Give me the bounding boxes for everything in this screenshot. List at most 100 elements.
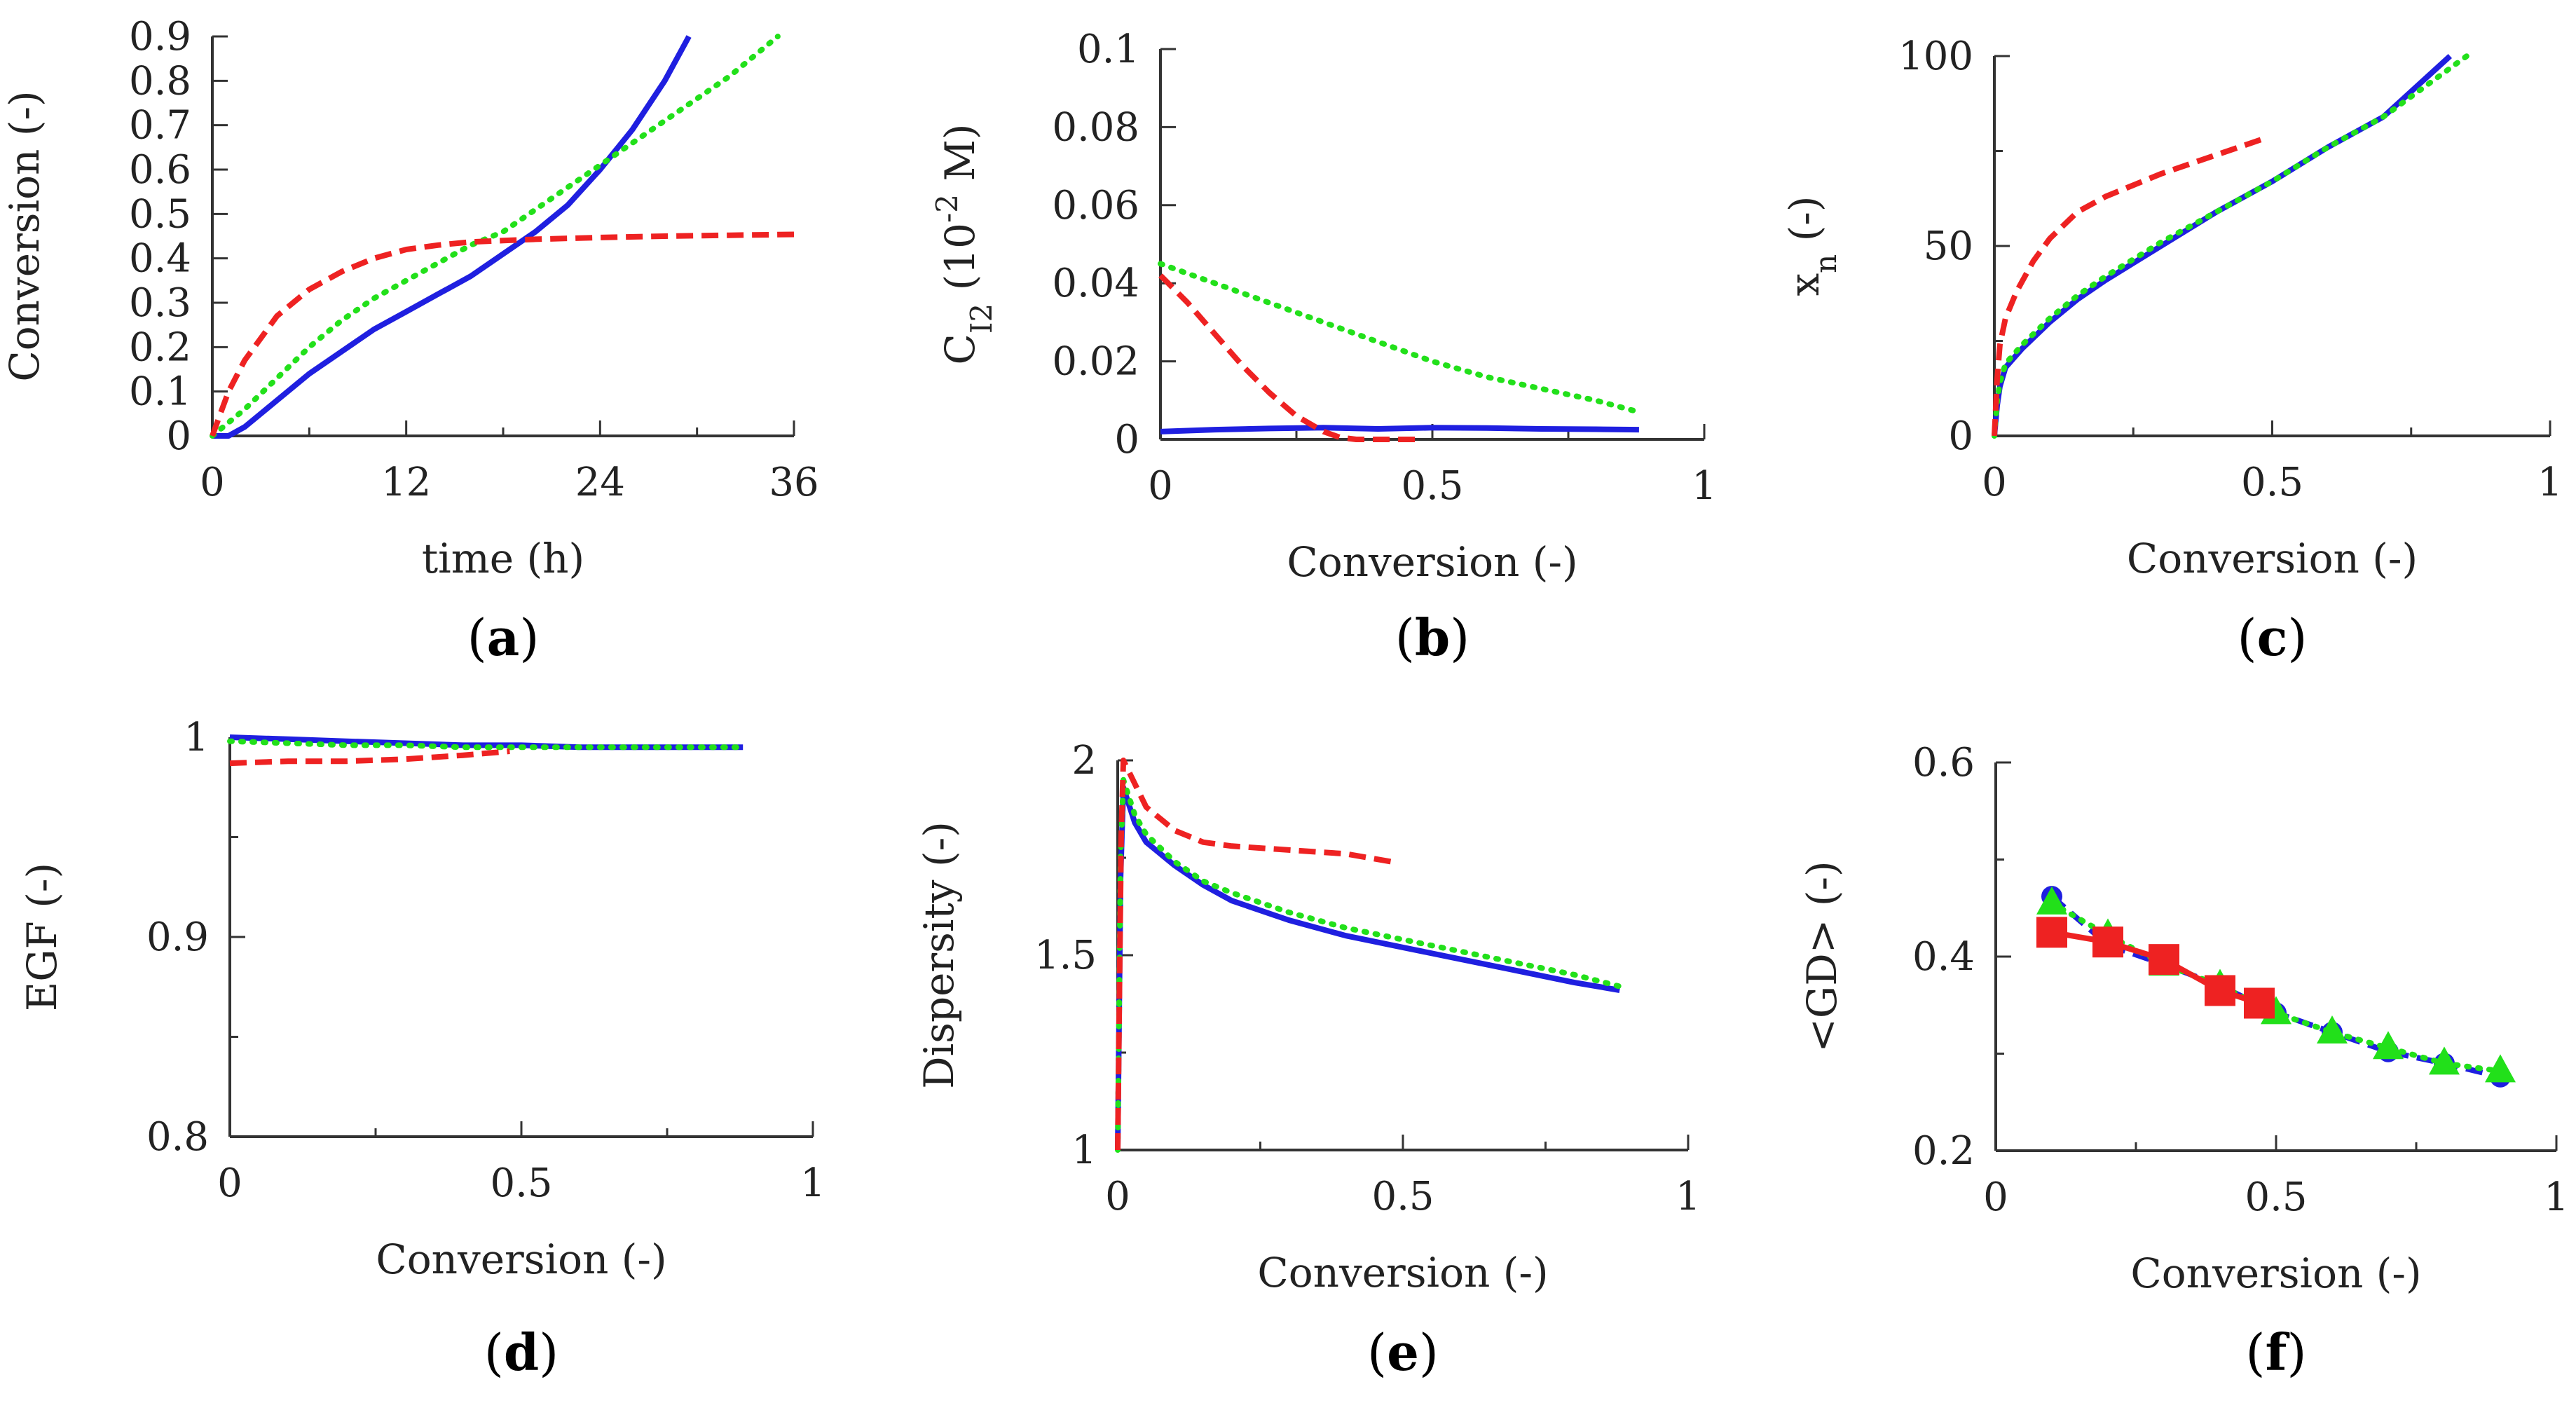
x-tick-label: 0.5 <box>1401 463 1463 509</box>
data-point-triangle <box>2429 1046 2460 1075</box>
y-tick-label: 0.9 <box>129 14 191 60</box>
panel-label-letter: b <box>1415 608 1450 667</box>
y-tick-label: 0.4 <box>1912 934 1975 980</box>
x-tick-label: 1 <box>1692 463 1717 509</box>
data-point-square <box>2092 926 2123 958</box>
series-green-line <box>210 34 781 439</box>
x-axis-label: Conversion (-) <box>2130 1250 2421 1297</box>
series-red-line <box>210 231 795 437</box>
series-blue-line <box>1115 784 1620 1151</box>
panel-label-letter: d <box>504 1322 539 1382</box>
panel-label-open: ( <box>1367 1323 1387 1382</box>
x-tick-label: 1 <box>800 1161 825 1206</box>
y-axis-label-end: M) <box>936 124 984 194</box>
series-blue-line <box>1160 425 1639 434</box>
x-tick-label: 0.5 <box>2241 460 2303 505</box>
y-tick-label: 0 <box>1948 413 1973 459</box>
panel-label: (a) <box>467 608 540 667</box>
y-axis-label: Conversion (-) <box>1 90 48 381</box>
series-green-line <box>227 738 746 751</box>
series-red-line <box>1992 137 2262 437</box>
y-tick-label: 100 <box>1898 34 1973 79</box>
y-axis-label-mid: (10 <box>936 223 984 303</box>
data-point-square <box>2036 917 2067 948</box>
x-axis-label: Conversion (-) <box>376 1236 666 1283</box>
x-tick-label: 0 <box>1148 463 1173 509</box>
y-tick-label: 1 <box>1071 1128 1097 1173</box>
data-point-triangle <box>2317 1015 2348 1044</box>
series-green-line <box>1992 53 2470 439</box>
y-tick-label: 0.2 <box>129 324 191 370</box>
y-tick-label: 0.4 <box>129 236 191 282</box>
x-tick-label: 0 <box>217 1161 242 1206</box>
y-tick-label: 0.1 <box>1077 27 1139 72</box>
panel-label-close: ) <box>2287 1323 2306 1382</box>
y-tick-label: 0.1 <box>129 369 191 415</box>
y-tick-label: 0.6 <box>1912 740 1975 786</box>
y-axis-label: xn (-) <box>1781 196 1843 296</box>
panel-label-close: ) <box>519 608 539 667</box>
data-point-triangle <box>2485 1054 2516 1083</box>
x-tick-label: 0 <box>1105 1174 1130 1219</box>
y-axis-label-superscript: -2 <box>930 194 964 223</box>
x-tick-label: 12 <box>381 460 431 505</box>
series-red-line <box>1115 758 1392 1151</box>
panel-f: 0 0.5 1 0.2 0.4 0.6 Conversion (-) <GD> (-) (f) <box>1798 740 2569 1382</box>
data-point-triangle <box>2373 1031 2404 1060</box>
panel-label-open: ( <box>2237 608 2256 667</box>
series-blue-line <box>2050 894 2501 1080</box>
y-tick-label: 1 <box>184 715 209 760</box>
x-tick-label: 1 <box>1676 1174 1701 1219</box>
panel-label-letter: c <box>2257 608 2288 667</box>
y-axis-label-subscript: n <box>1809 254 1843 273</box>
panel-label-open: ( <box>2245 1323 2265 1382</box>
y-axis-label: CI2 (10-2 M) <box>930 124 999 365</box>
y-tick-label: 0.6 <box>129 147 191 193</box>
y-tick-label: 0.06 <box>1052 183 1139 228</box>
panel-a: 0 12 24 36 00.10.20.30.40.50.60.70.80.9 time … <box>1 14 819 667</box>
panel-label-open: ( <box>484 1323 504 1382</box>
panel-label-letter: a <box>487 608 520 667</box>
y-axis-label-main: C <box>936 334 984 364</box>
x-tick-label: 0.5 <box>490 1161 552 1206</box>
y-tick-label: 0 <box>1114 417 1139 463</box>
panel-b: 0 0.5 1 0 0.02 0.04 0.06 0.08 0.1 Conversion (-) C… <box>930 27 1717 667</box>
panel-label: (f) <box>2245 1322 2306 1382</box>
data-point-square <box>2149 944 2179 976</box>
x-tick-label: 0.5 <box>2245 1175 2307 1220</box>
y-tick-label: 0.04 <box>1052 261 1139 306</box>
panel-label-close: ) <box>2287 608 2307 667</box>
x-axis-label: Conversion (-) <box>1257 1249 1548 1296</box>
panel-c: 0 0.5 1 0 50 100 Conversion (-) xn (-) (c) <box>1781 34 2563 667</box>
series-green-line <box>1115 776 1623 1153</box>
panel-label-close: ) <box>1419 1323 1439 1382</box>
y-tick-label: 2 <box>1071 738 1097 783</box>
y-axis-label: Dispersity (-) <box>915 821 963 1089</box>
series-blue-line <box>1992 54 2452 437</box>
panel-label-close: ) <box>1450 608 1469 667</box>
panel-label-open: ( <box>467 608 487 667</box>
series-red-line <box>229 748 510 767</box>
y-axis-label-subscript: I2 <box>964 303 999 334</box>
y-tick-label: 0.8 <box>146 1114 209 1160</box>
panel-label-letter: e <box>1387 1322 1419 1382</box>
x-tick-label: 0 <box>1982 460 2007 505</box>
y-axis-label: EGF (-) <box>18 863 66 1011</box>
x-tick-label: 0 <box>200 460 225 505</box>
panel-d: 0 0.5 1 0.8 0.9 1 Conversion (-) EGF (-) (d) <box>18 715 825 1382</box>
y-axis-label: <GD> (-) <box>1798 861 1846 1052</box>
y-axis-label-main: x <box>1781 273 1828 296</box>
series-green-line <box>1158 261 1642 415</box>
data-point-triangle <box>2036 886 2067 915</box>
x-tick-label: 36 <box>769 460 818 505</box>
y-tick-label: 0.8 <box>129 58 191 104</box>
y-tick-label: 1.5 <box>1034 933 1097 978</box>
x-tick-label: 1 <box>2544 1175 2569 1220</box>
panel-label-close: ) <box>539 1323 559 1382</box>
x-tick-label: 1 <box>2537 460 2563 505</box>
panel-label: (b) <box>1395 608 1470 667</box>
panel-label: (c) <box>2237 608 2307 667</box>
x-axis-label: Conversion (-) <box>1287 538 1577 586</box>
panel-e: 0 0.5 1 1 1.5 2 Conversion (-) Dispersity (-) (e… <box>915 738 1701 1382</box>
